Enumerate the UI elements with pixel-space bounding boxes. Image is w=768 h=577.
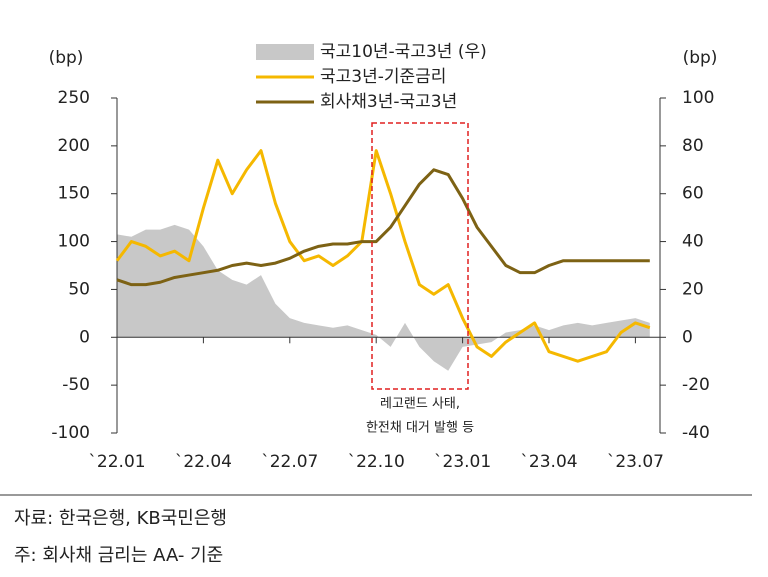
line	[116, 168, 650, 287]
y-tick-label: 100	[58, 232, 90, 252]
y-tick-label: -100	[51, 423, 90, 443]
x-tick-label: `23.07	[607, 452, 664, 472]
y2-tick-label: -20	[682, 375, 710, 395]
line	[115, 149, 651, 363]
legend-label: 국고3년-기준금리	[320, 67, 446, 87]
area	[117, 224, 650, 371]
right-axis-label: (bp)	[683, 48, 718, 68]
annotation: 레고랜드 사태,	[380, 397, 460, 412]
y2-tick-label: 0	[682, 327, 693, 347]
footnote: 주: 회사채 금리는 AA- 기준	[14, 545, 223, 566]
legend-label: 국고10년-국고3년 (우)	[320, 42, 487, 62]
y-tick-label: 250	[58, 88, 90, 108]
y2-tick-label: 60	[682, 184, 704, 204]
y2-tick-label: 20	[682, 279, 704, 299]
x-tick-label: `22.07	[261, 452, 318, 472]
y2-tick-label: -40	[682, 423, 710, 443]
x-tick-label: `23.04	[520, 452, 577, 472]
y2-tick-label: 40	[682, 232, 704, 252]
y-tick-label: -50	[62, 375, 90, 395]
y-tick-label: 200	[58, 136, 90, 156]
highlight-box	[371, 122, 469, 390]
y-tick-label: 150	[58, 184, 90, 204]
legend-swatch	[256, 44, 314, 60]
y2-tick-label: 100	[682, 88, 714, 108]
annotation: 한전채 대거 발행 등	[366, 420, 474, 436]
x-tick-label: `23.01	[434, 452, 491, 472]
x-tick-label: `22.04	[175, 452, 232, 472]
x-tick-label: `22.01	[88, 452, 145, 472]
left-axis-label: (bp)	[49, 48, 84, 68]
y2-tick-label: 80	[682, 136, 704, 156]
plot	[115, 98, 661, 433]
y-tick-label: 50	[68, 279, 90, 299]
y-tick-label: 0	[79, 327, 90, 347]
legend-label: 회사채3년-국고3년	[320, 92, 457, 112]
x-tick-label: `22.10	[348, 452, 405, 472]
source: 자료: 한국은행, KB국민은행	[14, 508, 227, 529]
